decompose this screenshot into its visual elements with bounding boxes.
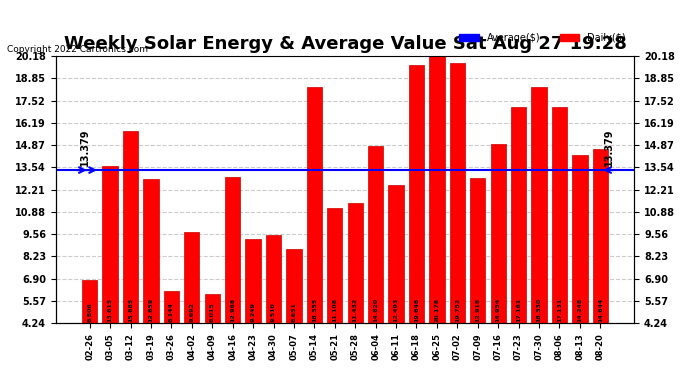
Title: Weekly Solar Energy & Average Value Sat Aug 27 19:28: Weekly Solar Energy & Average Value Sat … (63, 35, 627, 53)
Bar (184, 232, 199, 323)
Bar (572, 156, 588, 323)
Bar (327, 208, 342, 323)
Bar (82, 280, 97, 323)
Text: 9.510: 9.510 (271, 302, 276, 322)
Text: 12.968: 12.968 (230, 297, 235, 322)
Bar (429, 56, 444, 323)
Text: 9.249: 9.249 (250, 302, 255, 322)
Bar (123, 131, 138, 323)
Bar (246, 239, 261, 323)
Text: 12.859: 12.859 (148, 297, 153, 322)
Text: 14.820: 14.820 (373, 297, 378, 322)
Text: 12.918: 12.918 (475, 297, 480, 322)
Bar (491, 144, 506, 323)
Bar (266, 235, 281, 323)
Bar (531, 87, 546, 323)
Text: 6.144: 6.144 (169, 302, 174, 322)
Text: 19.646: 19.646 (414, 297, 419, 322)
Text: 9.692: 9.692 (189, 302, 195, 322)
Text: 18.355: 18.355 (312, 297, 317, 322)
Bar (470, 178, 486, 323)
Text: 12.493: 12.493 (393, 297, 399, 322)
Text: 13.379: 13.379 (79, 128, 90, 166)
Text: 11.432: 11.432 (353, 297, 357, 322)
Bar (388, 185, 404, 323)
Bar (286, 249, 302, 323)
Text: 14.644: 14.644 (598, 297, 603, 322)
Bar (450, 63, 465, 323)
Bar (552, 107, 567, 323)
Text: 17.131: 17.131 (557, 297, 562, 322)
Bar (511, 106, 526, 323)
Bar (204, 294, 220, 323)
Text: 19.752: 19.752 (455, 297, 460, 322)
Legend: Average($), Daily($): Average($), Daily($) (455, 29, 629, 46)
Text: 13.379: 13.379 (604, 128, 614, 166)
Bar (593, 149, 608, 323)
Text: 11.108: 11.108 (333, 297, 337, 322)
Bar (164, 291, 179, 323)
Bar (225, 177, 240, 323)
Text: 18.330: 18.330 (537, 297, 542, 322)
Text: 17.161: 17.161 (516, 297, 521, 322)
Text: 8.651: 8.651 (291, 302, 297, 322)
Bar (409, 65, 424, 323)
Text: 6.015: 6.015 (210, 302, 215, 322)
Text: 14.954: 14.954 (495, 297, 501, 322)
Bar (102, 166, 118, 323)
Text: 6.806: 6.806 (87, 302, 92, 322)
Text: 15.685: 15.685 (128, 297, 133, 322)
Text: 13.615: 13.615 (108, 297, 112, 322)
Bar (348, 203, 363, 323)
Bar (144, 179, 159, 323)
Bar (368, 146, 384, 323)
Text: 20.178: 20.178 (435, 297, 440, 322)
Text: 14.248: 14.248 (578, 297, 582, 322)
Bar (306, 87, 322, 323)
Text: Copyright 2022 Cartronics.com: Copyright 2022 Cartronics.com (7, 45, 148, 54)
